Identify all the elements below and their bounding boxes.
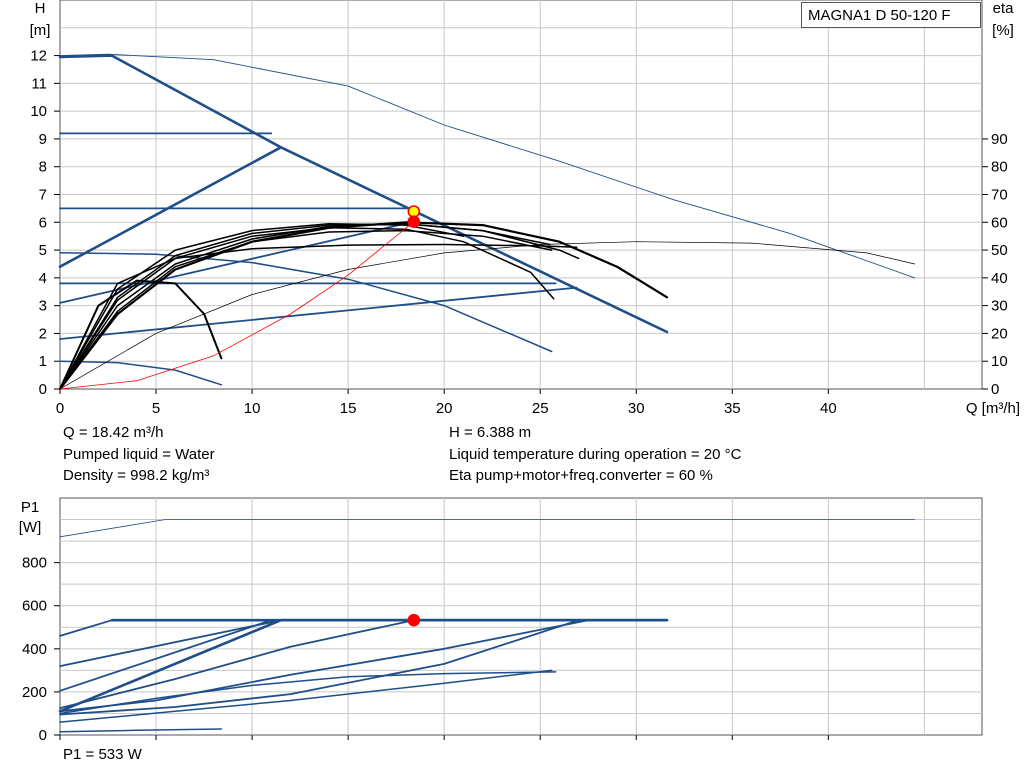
- y2-tick-label: 90: [991, 131, 1008, 148]
- model-name-box: MAGNA1 D 50-120 F: [801, 2, 981, 28]
- series-prop-mid: [59, 220, 415, 304]
- y-tick-label: 8: [39, 159, 47, 176]
- y-axis-title: P1: [21, 499, 39, 516]
- y-tick-label: 2: [39, 325, 47, 342]
- x-axis-title: Q [m³/h]: [966, 400, 1020, 417]
- x-tick-label: 35: [724, 400, 741, 417]
- y2-tick-label: 0: [991, 381, 999, 398]
- y-tick-label: 12: [30, 48, 47, 65]
- x-tick-label: 30: [628, 400, 645, 417]
- series-eta-c: [59, 227, 555, 390]
- y-tick-label: 11: [31, 75, 47, 92]
- x-tick-label: 0: [56, 400, 64, 417]
- series-p1-thin: [59, 519, 916, 538]
- y-tick-label: 0: [39, 381, 47, 398]
- y2-axis-unit: [%]: [992, 22, 1014, 39]
- series-eta-flat: [59, 243, 578, 390]
- y-tick-label: 6: [39, 214, 47, 231]
- head-readout: H = 6.388 m: [449, 424, 532, 441]
- x-tick-label: 20: [436, 400, 453, 417]
- temperature-readout: Liquid temperature during operation = 20…: [449, 446, 742, 463]
- y-tick-label: 1: [39, 353, 47, 370]
- x-tick-label: 15: [340, 400, 357, 417]
- y-tick-label: 9: [39, 131, 47, 148]
- y-tick-label: 5: [39, 242, 47, 259]
- y-tick-label: 4: [39, 270, 47, 287]
- y2-tick-label: 60: [991, 214, 1008, 231]
- x-tick-label: 5: [152, 400, 160, 417]
- series-p1-h: [59, 671, 557, 715]
- power-readout: P1 = 533 W: [63, 746, 142, 763]
- density-readout: Density = 998.2 kg/m³: [63, 467, 210, 484]
- series-eta-e: [59, 222, 551, 390]
- x-tick-label: 40: [820, 400, 837, 417]
- series-eta-b: [59, 222, 580, 390]
- series-p1-a: [59, 619, 113, 637]
- x-tick-label: 25: [532, 400, 549, 417]
- operating-point-marker: [407, 215, 421, 229]
- series-p1-b: [59, 619, 282, 667]
- x-tick-label: 10: [244, 400, 261, 417]
- series-auto-low: [59, 252, 553, 353]
- y2-tick-label: 30: [991, 298, 1008, 315]
- y2-tick-label: 80: [991, 159, 1008, 176]
- y-axis-unit: [m]: [30, 22, 51, 39]
- series-prop-low: [59, 286, 578, 340]
- series-eta-d: [59, 229, 553, 390]
- y-tick-label: 800: [22, 555, 47, 572]
- y2-tick-label: 10: [991, 353, 1008, 370]
- y2-tick-label: 40: [991, 270, 1008, 287]
- y-tick-label: 10: [30, 103, 47, 120]
- y-tick-label: 0: [39, 727, 47, 744]
- series-p1-g: [59, 669, 553, 723]
- y-tick-label: 3: [39, 298, 47, 315]
- series-p1-d: [59, 619, 415, 709]
- plot-frame: [59, 497, 983, 736]
- series-eta-main: [59, 53, 916, 279]
- y-tick-label: 200: [22, 684, 47, 701]
- series-p1-f: [59, 619, 580, 716]
- series-p1-min: [59, 728, 223, 733]
- series-min: [59, 360, 223, 386]
- efficiency-readout: Eta pump+motor+freq.converter = 60 %: [449, 467, 713, 484]
- y2-tick-label: 20: [991, 325, 1008, 342]
- flow-readout: Q = 18.42 m³/h: [63, 424, 164, 441]
- operating-point-marker: [407, 205, 421, 218]
- head-chart: [54, 0, 988, 394]
- series-eta-small: [59, 279, 223, 390]
- y-tick-label: 400: [22, 641, 47, 658]
- y-tick-label: 7: [39, 187, 47, 204]
- y2-tick-label: 50: [991, 242, 1008, 259]
- liquid-readout: Pumped liquid = Water: [63, 446, 215, 463]
- series-max: [58, 54, 669, 334]
- model-name: MAGNA1 D 50-120 F: [808, 7, 951, 24]
- y-tick-label: 600: [22, 598, 47, 615]
- series-prop-high: [58, 146, 283, 268]
- y2-tick-label: 70: [991, 187, 1008, 204]
- power-chart: [54, 497, 983, 740]
- y-axis-title: H: [35, 0, 46, 17]
- series-system: [59, 221, 415, 390]
- operating-point-marker: [407, 613, 421, 627]
- y-axis-unit: [W]: [19, 519, 42, 536]
- y2-axis-title: eta: [993, 0, 1015, 17]
- series-p1-c: [59, 619, 273, 692]
- series-eta-f: [59, 222, 465, 390]
